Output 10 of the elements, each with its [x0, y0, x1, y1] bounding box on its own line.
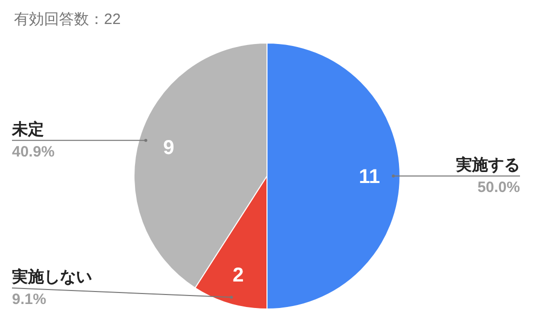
chart-title: 有効回答数：22: [14, 11, 121, 28]
slice-label: 実施しない: [11, 267, 92, 286]
text: 40.9%: [12, 143, 55, 160]
data-label: 2: [232, 264, 244, 286]
text: 50.0%: [477, 179, 520, 196]
text: 9.1%: [12, 291, 46, 308]
slice-label: 未定: [11, 120, 44, 138]
data-label: 11: [358, 166, 380, 188]
data-label: 9: [163, 137, 174, 160]
slice-label: 実施する: [455, 155, 520, 174]
